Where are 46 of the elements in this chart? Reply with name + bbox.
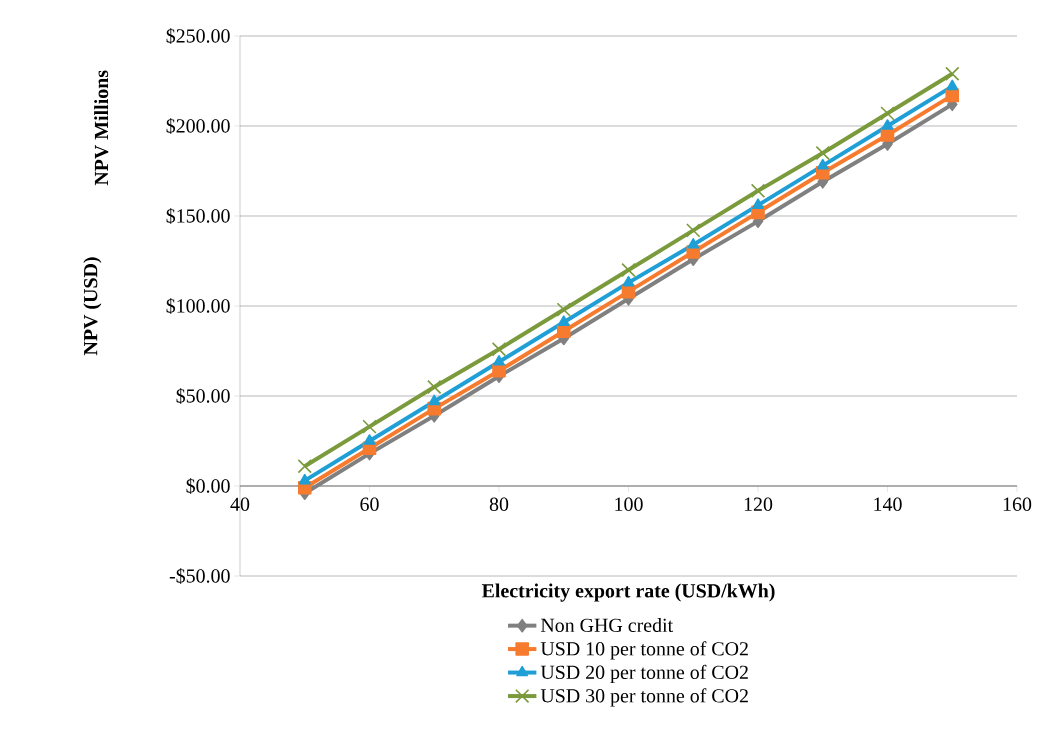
- y-tick-label: $100.00: [166, 298, 230, 314]
- point: [556, 324, 571, 338]
- point: [298, 473, 311, 485]
- point: [880, 106, 895, 121]
- point: [816, 158, 829, 170]
- y-tick-label: $250.00: [166, 28, 230, 44]
- point: [686, 223, 701, 238]
- point: [427, 379, 442, 395]
- point: [815, 145, 830, 161]
- point: [556, 302, 571, 317]
- legend-label: USD 10 per tonne of CO2: [540, 641, 748, 660]
- y-tick-label: -$50.00: [169, 568, 230, 584]
- point: [491, 342, 507, 357]
- point: [752, 198, 764, 209]
- y-axis-title: NPV (USD): [83, 257, 102, 356]
- legend-label: USD 20 per tonne of CO2: [540, 664, 748, 684]
- y-tick-label: $200.00: [166, 118, 230, 134]
- point: [945, 88, 960, 103]
- point: [881, 119, 894, 130]
- x-tick-label: 140: [874, 497, 902, 511]
- point: [363, 434, 376, 445]
- legend-label: Non GHG credit: [540, 617, 674, 632]
- y-tick-label: $50.00: [176, 388, 230, 404]
- point: [945, 66, 960, 81]
- y-tick-label: $0.00: [186, 478, 230, 494]
- legend-label: USD 30 per tonne of CO2: [540, 688, 748, 707]
- x-tick-label: 120: [744, 497, 773, 511]
- point: [428, 394, 441, 406]
- point: [946, 79, 959, 91]
- point: [621, 262, 636, 278]
- point: [687, 238, 700, 249]
- point: [750, 183, 766, 198]
- point: [493, 355, 505, 366]
- text: NPV Millions: [94, 70, 109, 186]
- point: [622, 275, 635, 287]
- x-tick-label: 100: [615, 497, 643, 511]
- y-tick-label: $150.00: [166, 208, 230, 224]
- x-tick-label: 160: [1003, 497, 1032, 511]
- point: [492, 364, 506, 378]
- point: [557, 315, 570, 326]
- x-tick-label: 60: [360, 497, 379, 511]
- point: [297, 459, 312, 474]
- point: [362, 419, 377, 434]
- x-axis-title: Electricity export rate (USD/kWh): [481, 583, 775, 602]
- x-tick-label: 80: [489, 497, 509, 511]
- x-tick-label: 40: [230, 497, 250, 511]
